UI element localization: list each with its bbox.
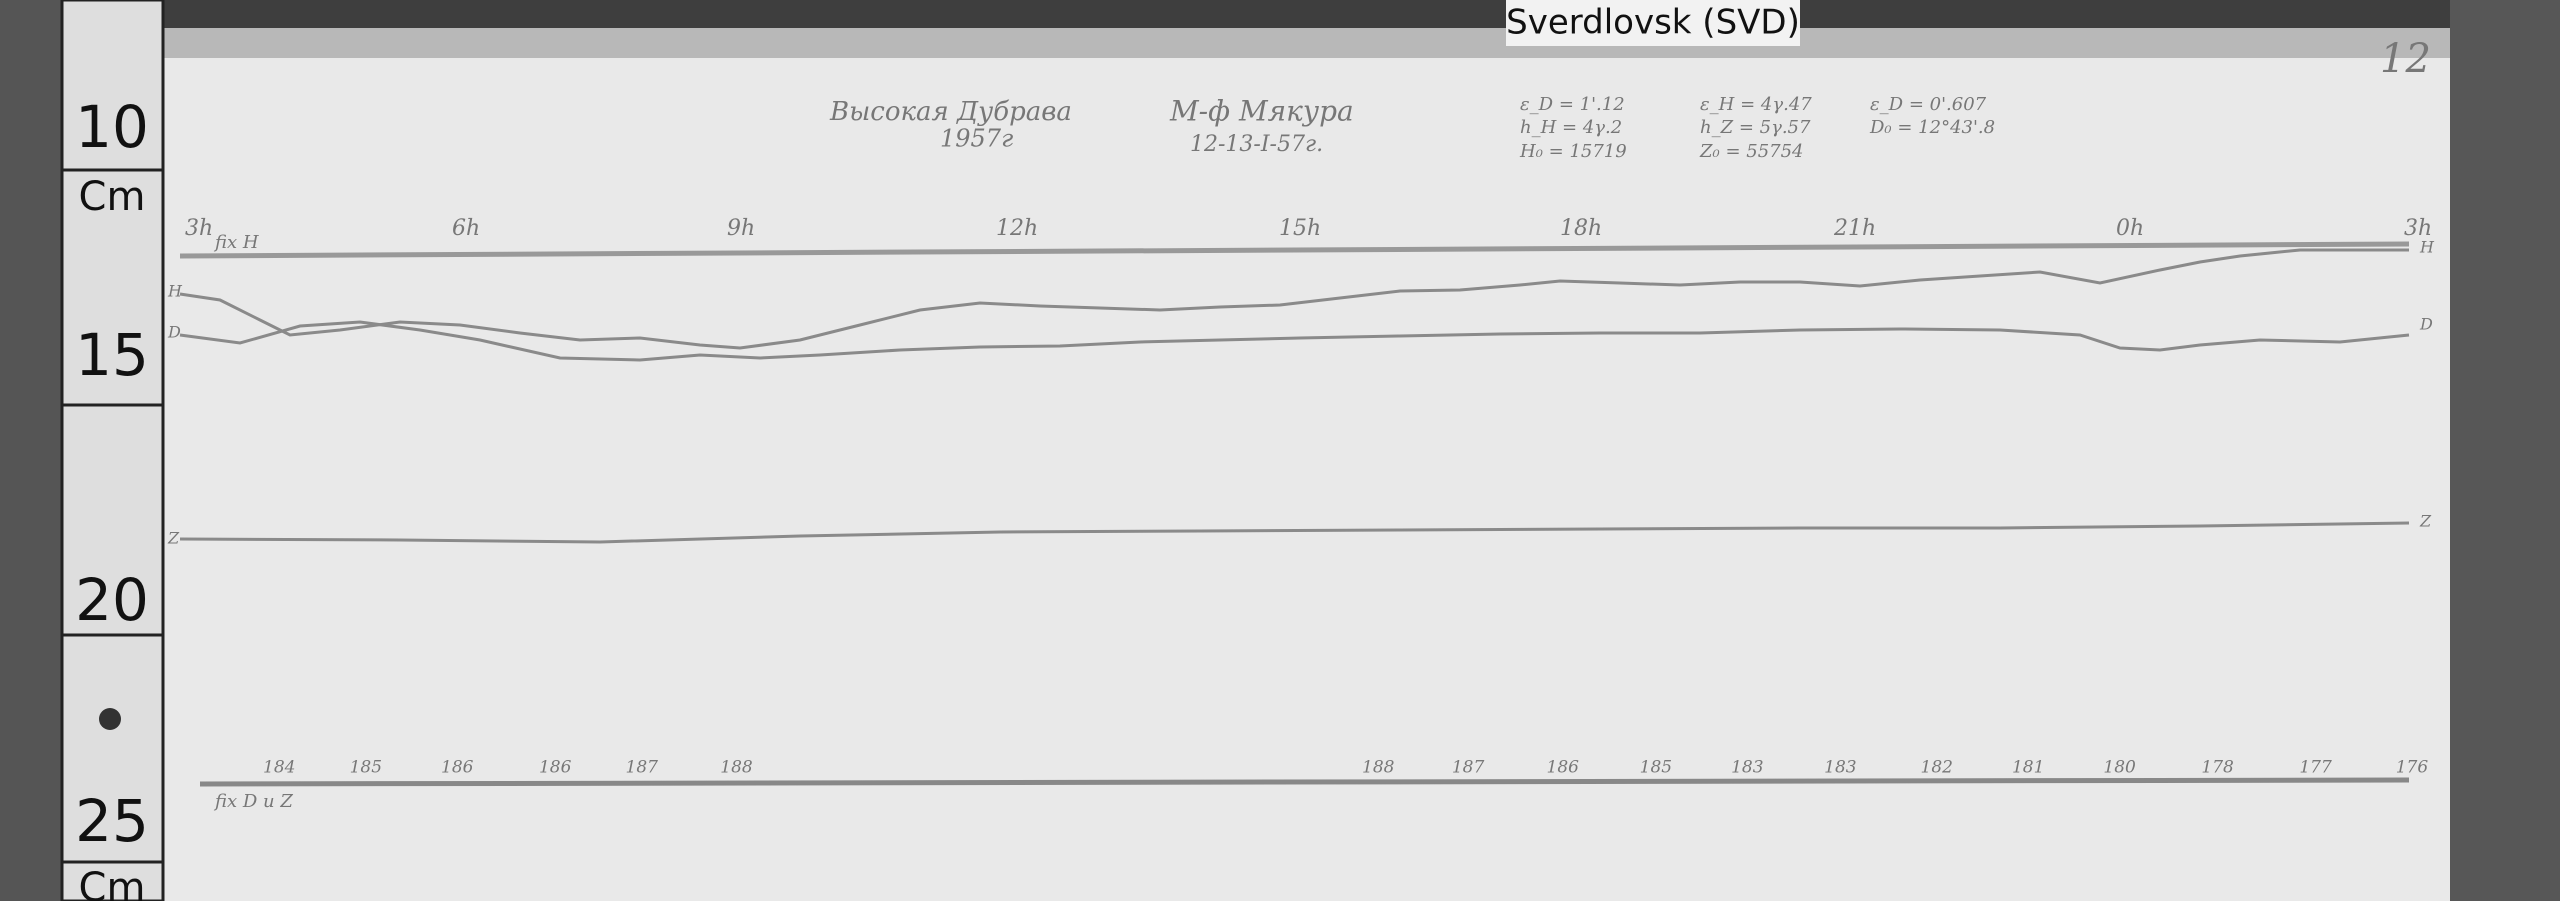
baseline-h <box>179 241 2410 259</box>
temperature-label: 180 <box>2103 758 2136 778</box>
trace-label: H <box>2419 238 2435 257</box>
trace-label: D <box>2419 315 2433 334</box>
d-trace <box>179 320 2410 362</box>
dates: 12-13-I-57г. <box>1190 132 1323 157</box>
temperature-label: 181 <box>2012 758 2044 778</box>
hour-label: 12h <box>996 216 1038 241</box>
hour-label: 3h <box>2404 216 2432 241</box>
param: ε_D = 0'.607 <box>1870 94 1987 115</box>
temperature-label: 178 <box>2201 758 2234 778</box>
ruler-label: 20 <box>75 566 149 634</box>
ruler-label: Cm <box>79 174 146 220</box>
temperature-label: 185 <box>350 758 382 778</box>
param: h_H = 4γ.2 <box>1520 117 1622 138</box>
trace-label: Z <box>167 529 180 548</box>
wood-left <box>0 0 62 901</box>
year: 1957г <box>940 125 1013 153</box>
temperature-label: 187 <box>626 758 659 778</box>
traces <box>179 241 2410 787</box>
temperature-label: 186 <box>539 758 572 778</box>
temperature-label: 183 <box>1824 758 1856 778</box>
baseline-dz <box>199 777 2410 787</box>
z-trace <box>179 521 2410 544</box>
param: Z₀ = 55754 <box>1699 141 1804 162</box>
trace-label: Z <box>2419 512 2432 531</box>
hour-label: 15h <box>1279 216 1321 241</box>
ruler-hole <box>99 708 121 730</box>
param: H₀ = 15719 <box>1519 141 1627 162</box>
trace-label: H <box>167 282 183 301</box>
wood-right <box>2450 0 2560 901</box>
ruler-label: 25 <box>75 787 149 855</box>
temperature-label: 186 <box>441 758 474 778</box>
temperature-label: 177 <box>2299 758 2332 778</box>
param: ε_H = 4γ.47 <box>1700 94 1812 115</box>
ruler-label: 10 <box>75 93 149 161</box>
sheet-number: 12 <box>2380 36 2431 82</box>
hour-label: 3h <box>185 216 213 241</box>
hour-label: 9h <box>727 216 755 241</box>
temperature-label: 186 <box>1547 758 1580 778</box>
ruler-ticks <box>62 168 163 864</box>
ruler-label: 15 <box>75 321 149 389</box>
param: D₀ = 12°43'.8 <box>1869 117 1995 138</box>
temperature-label: 183 <box>1731 758 1763 778</box>
fix-label: fix D и Z <box>213 791 293 812</box>
station-label: Sverdlovsk (SVD) <box>1506 3 1800 43</box>
instrument: М-ф Мякура <box>1169 95 1354 128</box>
temperature-label: 188 <box>1362 758 1395 778</box>
sheet <box>163 58 2450 901</box>
temperature-label: 182 <box>1921 758 1953 778</box>
place: Высокая Дубрава <box>829 97 1072 127</box>
param: h_Z = 5γ.57 <box>1700 117 1811 138</box>
param: ε_D = 1'.12 <box>1520 94 1625 115</box>
temperature-label: 184 <box>263 758 295 778</box>
ruler-label: Cm <box>79 865 146 901</box>
ruler <box>60 0 165 901</box>
h-trace <box>179 248 2409 350</box>
temperature-label: 187 <box>1452 758 1485 778</box>
trace-label: D <box>167 323 181 342</box>
hour-label: 18h <box>1560 216 1602 241</box>
temperature-label: 188 <box>720 758 753 778</box>
hour-label: 6h <box>452 216 480 241</box>
temperature-label: 185 <box>1640 758 1672 778</box>
temperature-label: 176 <box>2396 758 2429 778</box>
fix-label: fix H <box>213 232 259 253</box>
hour-label: 21h <box>1833 216 1876 241</box>
hour-label: 0h <box>2116 216 2144 241</box>
station-box <box>1506 0 1800 46</box>
